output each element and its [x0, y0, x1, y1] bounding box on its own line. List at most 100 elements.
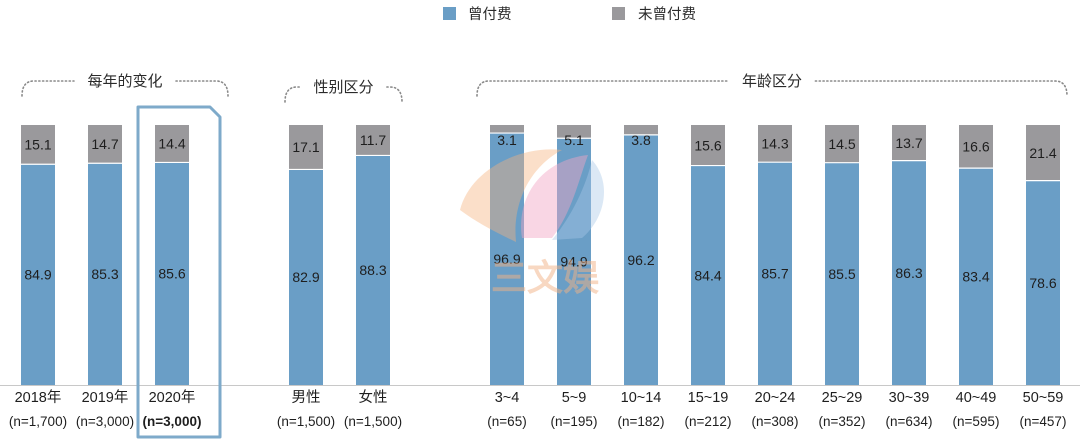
group-bracket-left [284, 86, 301, 103]
bar-segment-unpaid [691, 125, 725, 166]
bar-segment-unpaid [88, 125, 122, 164]
bar [624, 125, 658, 385]
bar [758, 125, 792, 385]
x-sample-size-label: (n=3,000) [143, 414, 202, 429]
bar [1026, 125, 1060, 385]
data-label-paid: 85.7 [761, 266, 788, 282]
data-label-unpaid: 3.1 [497, 132, 517, 148]
bar-segment-unpaid [21, 125, 55, 165]
bar-segment-paid [825, 162, 859, 385]
bar [557, 125, 591, 385]
data-label-paid: 96.9 [493, 251, 520, 267]
legend: 曾付费 未曾付费 [443, 6, 696, 23]
bar-segment-paid [557, 138, 591, 385]
x-tick-label: 20~24 [755, 390, 796, 406]
data-label-unpaid: 15.6 [694, 137, 721, 153]
data-label-unpaid: 14.7 [91, 136, 118, 152]
highlight-box [136, 105, 222, 439]
legend-swatch-unpaid [612, 7, 625, 20]
x-sample-size-label: (n=308) [752, 414, 799, 429]
data-label-unpaid: 5.1 [564, 132, 584, 148]
group-label: 年龄区分 [742, 72, 802, 90]
x-tick-label: 40~49 [956, 390, 997, 406]
x-tick-label: 女性 [359, 388, 388, 406]
x-tick-label: 2018年 [15, 389, 62, 406]
bar [490, 125, 524, 385]
x-sample-size-label: (n=457) [1020, 414, 1067, 429]
data-label-paid: 86.3 [895, 265, 922, 281]
x-sample-size-label: (n=3,000) [76, 414, 134, 429]
data-label-unpaid: 14.5 [828, 136, 855, 152]
bar-segment-unpaid [758, 125, 792, 163]
data-labels: 15.1 84.9 14.7 85.3 14.4 85.6 17.1 82.9 11.7 88.3… [24, 132, 1056, 291]
bar-segment-unpaid [356, 125, 390, 156]
data-label-paid: 96.2 [627, 252, 654, 268]
group-bracket-right [814, 80, 1068, 97]
bar [691, 125, 725, 385]
x-sample-size-label: (n=65) [487, 414, 526, 429]
group-headers: 每年的变化 性别区分 年龄区分 [21, 72, 1068, 103]
data-label-unpaid: 14.4 [158, 136, 185, 152]
data-label-paid: 94.9 [560, 254, 587, 270]
bar-segment-paid [959, 168, 993, 385]
highlight [136, 105, 222, 439]
x-axis-labels: 2018年 (n=1,700) 2019年 (n=3,000) 2020年 (n=3,00… [9, 388, 1067, 429]
bar-segment-paid [155, 162, 189, 385]
group-header: 性别区分 [284, 78, 403, 103]
x-tick-label: 30~39 [889, 390, 930, 406]
bar-segment-paid [21, 164, 55, 385]
legend-label-paid: 曾付费 [468, 6, 512, 23]
bar-segment-unpaid [825, 125, 859, 163]
bar-segment-unpaid [155, 125, 189, 163]
group-header: 每年的变化 [21, 72, 229, 97]
data-label-paid: 84.9 [24, 267, 51, 283]
bar [825, 125, 859, 385]
x-sample-size-label: (n=195) [551, 414, 598, 429]
bar [892, 125, 926, 385]
data-label-unpaid: 11.7 [360, 132, 386, 148]
x-sample-size-label: (n=212) [685, 414, 732, 429]
x-tick-label: 15~19 [688, 390, 729, 406]
data-label-paid: 88.3 [359, 262, 386, 278]
group-bracket-right [386, 86, 403, 103]
data-label-unpaid: 16.6 [962, 139, 989, 155]
legend-swatch-paid [443, 7, 456, 20]
bar-segment-paid [88, 163, 122, 385]
bar-segment-unpaid [624, 125, 658, 135]
bar-segment-paid [758, 162, 792, 385]
data-label-unpaid: 14.3 [761, 136, 788, 152]
bar [356, 125, 390, 385]
x-sample-size-label: (n=634) [886, 414, 933, 429]
group-bracket-left [476, 80, 730, 97]
x-sample-size-label: (n=182) [618, 414, 665, 429]
data-label-paid: 78.6 [1029, 275, 1056, 291]
bar [289, 125, 323, 385]
bar-segment-paid [490, 133, 524, 385]
bar-segment-unpaid [959, 125, 993, 169]
x-sample-size-label: (n=1,500) [344, 414, 402, 429]
bar-segment-unpaid [557, 125, 591, 139]
bar-segment-paid [1026, 180, 1060, 385]
x-tick-label: 10~14 [621, 390, 662, 406]
x-sample-size-label: (n=1,500) [277, 414, 335, 429]
x-tick-label: 男性 [292, 389, 321, 406]
group-header: 年龄区分 [476, 72, 1068, 97]
x-tick-label: 3~4 [495, 390, 520, 406]
bars [21, 125, 1060, 385]
x-tick-label: 2020年 [149, 389, 196, 406]
bar [959, 125, 993, 385]
bar-segment-paid [289, 169, 323, 385]
data-label-unpaid: 15.1 [24, 137, 51, 153]
x-tick-label: 5~9 [562, 390, 587, 406]
bar-segment-paid [624, 134, 658, 385]
bar-segment-unpaid [490, 125, 524, 134]
data-label-unpaid: 3.8 [631, 132, 651, 148]
x-sample-size-label: (n=352) [819, 414, 866, 429]
data-label-paid: 85.6 [158, 266, 185, 282]
bar-segment-paid [892, 160, 926, 385]
group-label: 每年的变化 [87, 72, 162, 90]
bar-segment-unpaid [892, 125, 926, 161]
group-label: 性别区分 [313, 78, 373, 96]
bar [21, 125, 55, 385]
